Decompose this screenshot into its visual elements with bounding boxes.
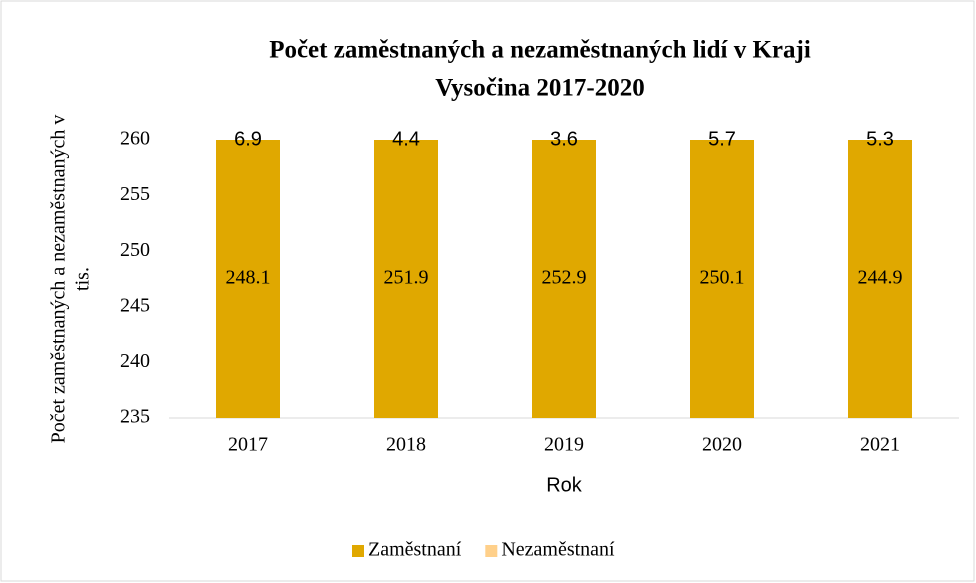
y-tick-label: 245 — [120, 294, 150, 316]
data-label: 244.9 — [858, 267, 903, 289]
y-tick-label: 235 — [120, 406, 150, 428]
data-label: 4.4 — [392, 128, 420, 150]
chart-title: Počet zaměstnaných a nezaměstnaných lidí… — [269, 37, 811, 64]
bar-segment — [216, 140, 280, 418]
y-tick-label: 250 — [120, 239, 150, 261]
bar-segment — [848, 140, 912, 418]
y-tick-label: 240 — [120, 350, 150, 372]
x-axis-title: Rok — [546, 474, 583, 496]
data-label: 251.9 — [384, 267, 429, 289]
legend-swatch — [352, 545, 364, 557]
bar-segment — [374, 140, 438, 418]
data-label: 248.1 — [226, 267, 271, 289]
y-tick-label: 260 — [120, 128, 150, 150]
x-tick-label: 2020 — [702, 434, 742, 456]
legend-label: Nezaměstnaní — [501, 539, 615, 561]
y-tick-label: 255 — [120, 183, 150, 205]
legend-label: Zaměstnaní — [368, 539, 462, 561]
data-label: 6.9 — [234, 128, 262, 150]
y-axis-title-line: tis. — [72, 267, 94, 291]
chart-title: Vysočina 2017-2020 — [435, 75, 645, 102]
x-tick-label: 2019 — [544, 434, 584, 456]
legend-swatch — [485, 545, 498, 557]
x-tick-label: 2018 — [386, 434, 426, 456]
data-label: 3.6 — [550, 128, 578, 150]
bar-segment — [690, 140, 754, 418]
x-tick-label: 2021 — [860, 434, 900, 456]
x-tick-label: 2017 — [228, 434, 268, 456]
data-label: 5.7 — [708, 128, 736, 150]
data-label: 250.1 — [700, 267, 745, 289]
data-label: 252.9 — [542, 267, 587, 289]
bar-segment — [532, 140, 596, 418]
y-axis-title-line: Počet zaměstnaných a nezaměstnaných v — [48, 115, 70, 444]
y-axis-title: Počet zaměstnaných a nezaměstnaných v ti… — [48, 115, 94, 444]
data-label: 5.3 — [866, 128, 894, 150]
